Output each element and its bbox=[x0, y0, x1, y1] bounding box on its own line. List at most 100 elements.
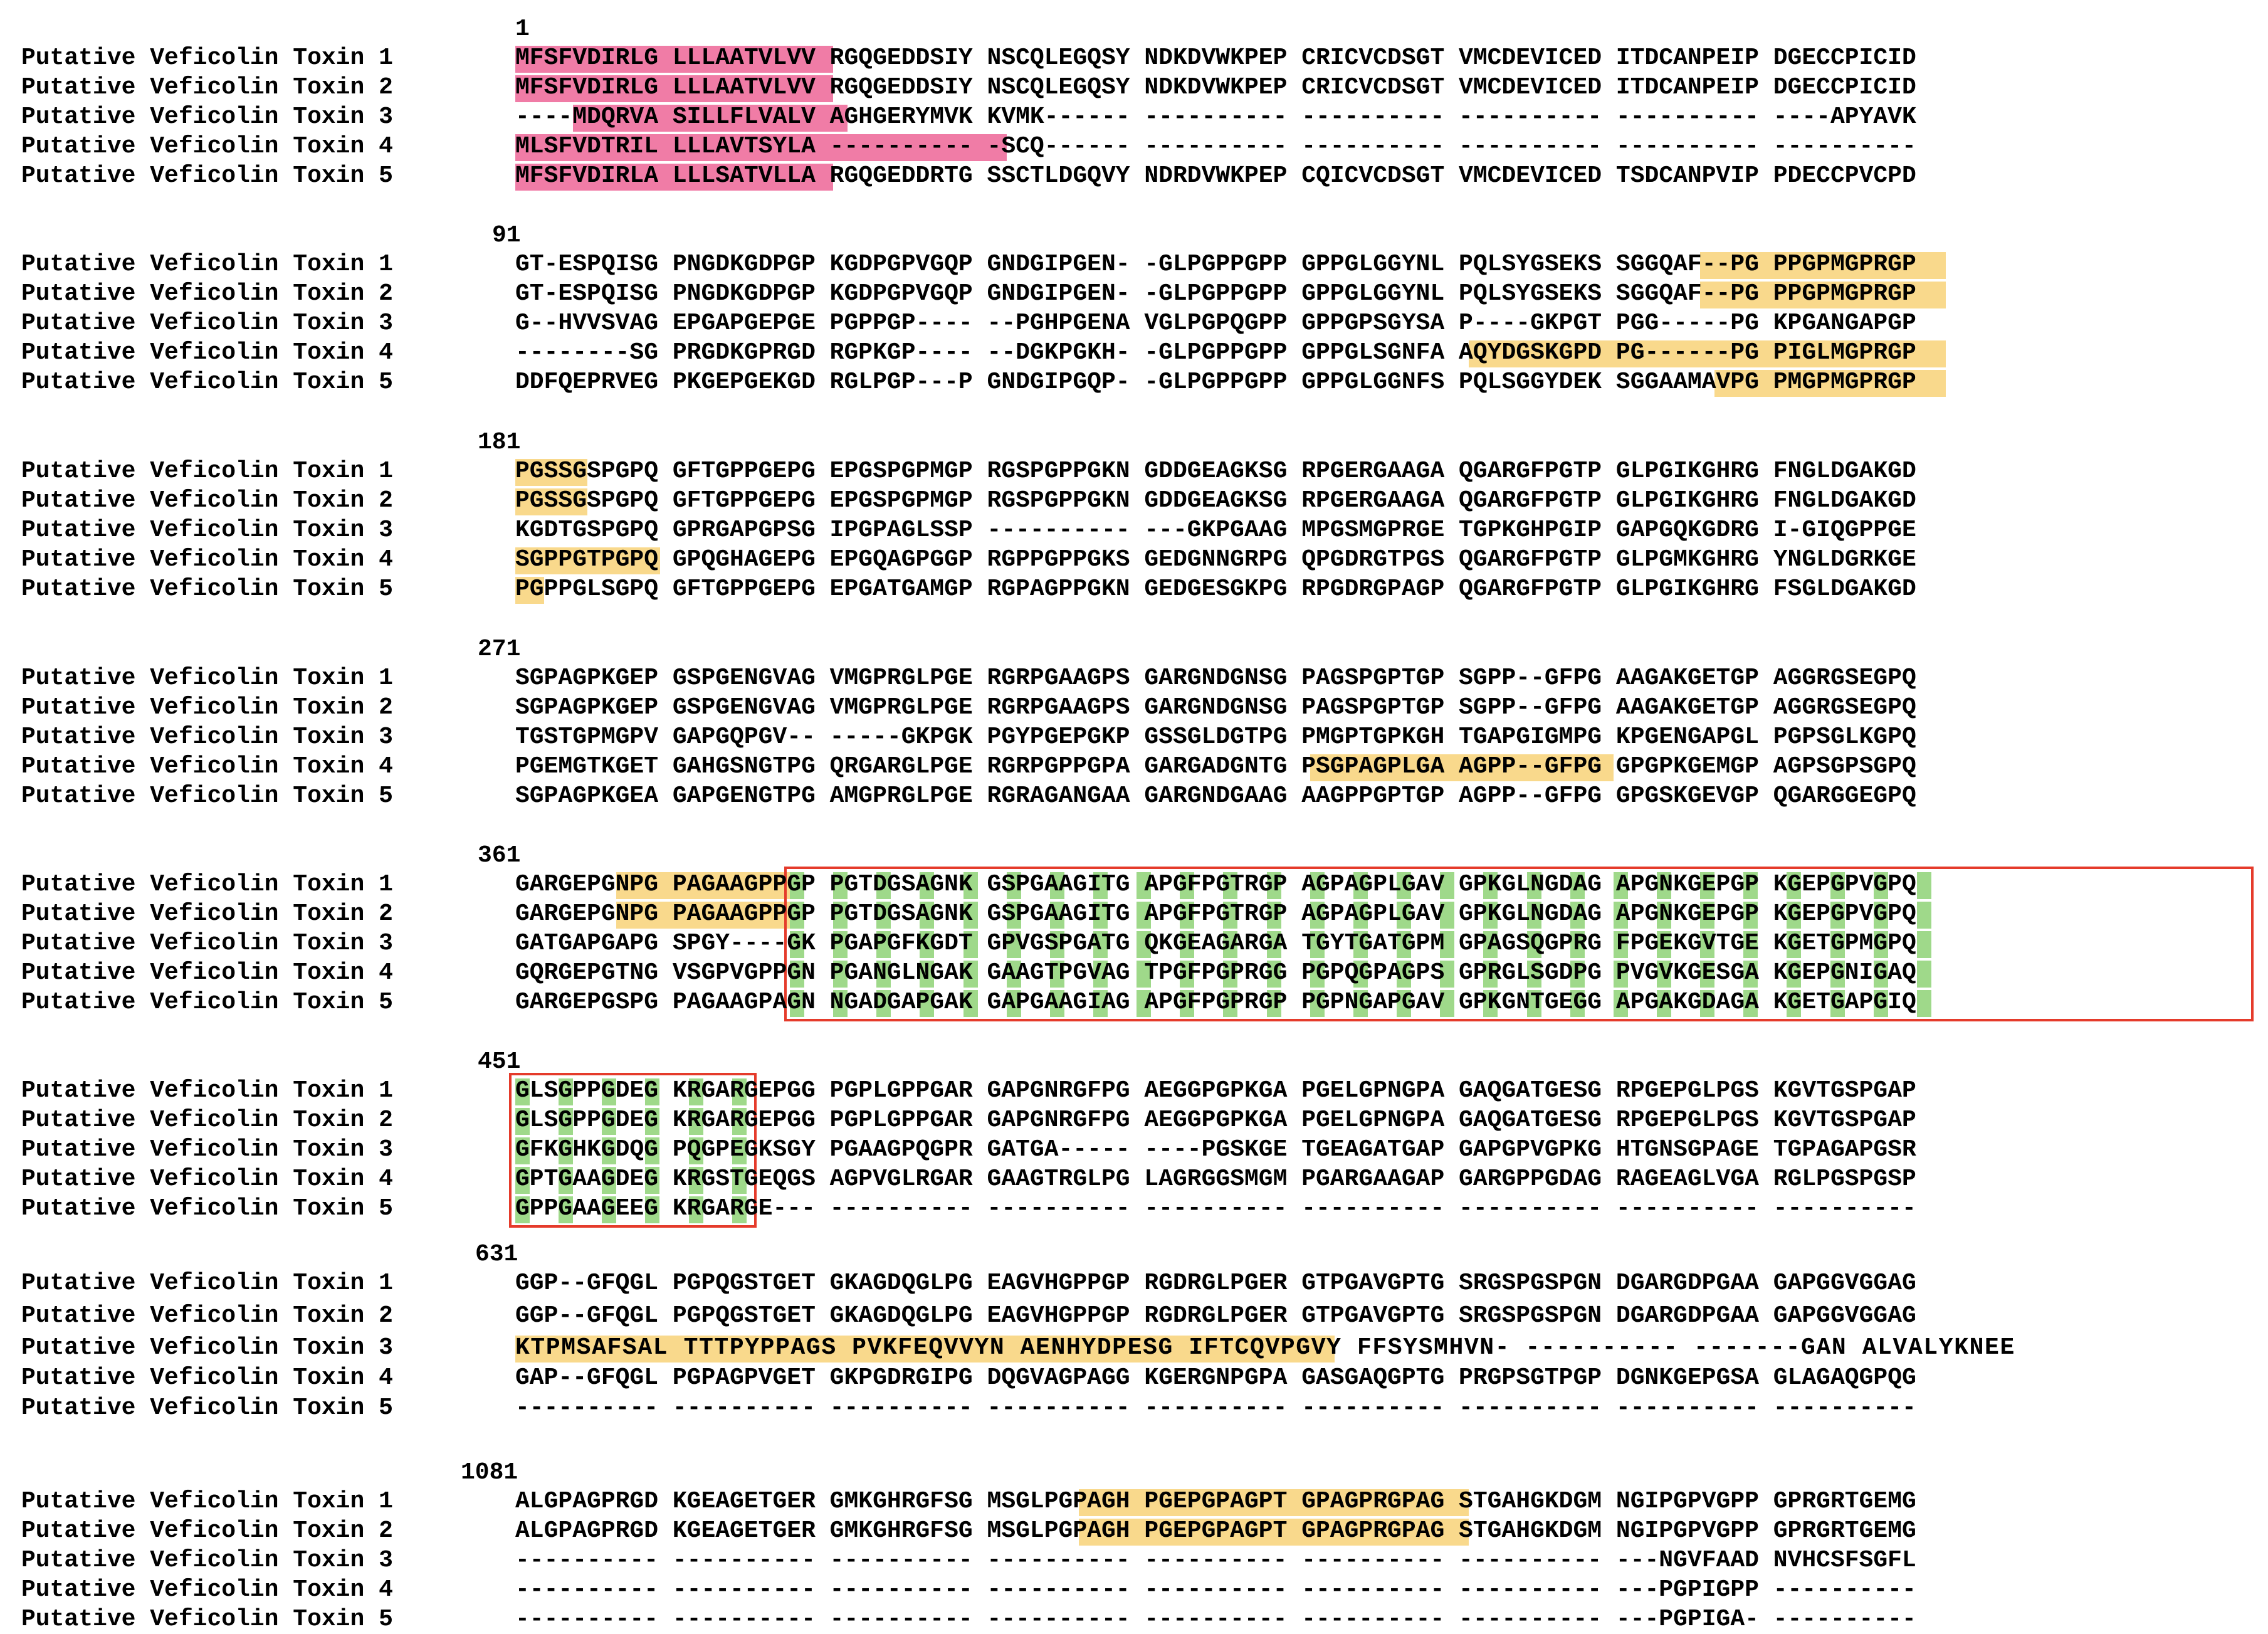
highlight-span bbox=[1049, 990, 1064, 1017]
highlight-span bbox=[1830, 961, 1845, 988]
highlight-span bbox=[515, 488, 588, 515]
highlight-span bbox=[833, 872, 848, 899]
sequence-row: TGSTGPMGPV GAPGQPGV-- -----GKPGK PGYPGEP… bbox=[515, 724, 1916, 751]
highlight-span bbox=[1787, 872, 1802, 899]
highlight-span bbox=[1714, 370, 1946, 397]
highlight-span bbox=[1266, 902, 1281, 929]
highlight-span bbox=[1440, 931, 1455, 958]
block-start-position: 361 bbox=[478, 842, 521, 869]
highlight-span bbox=[1656, 872, 1671, 899]
sequence-name: Putative Veficolin Toxin 2 bbox=[21, 1517, 393, 1544]
sequence-row: GATGAPGAPG SPGY----GK PGAPGFKGDT GPVGSPG… bbox=[515, 930, 1916, 957]
highlight-span bbox=[789, 931, 804, 958]
highlight-span bbox=[789, 902, 804, 929]
sequence-name: Putative Veficolin Toxin 4 bbox=[21, 339, 393, 366]
highlight-span bbox=[1656, 961, 1671, 988]
highlight-span bbox=[1310, 872, 1325, 899]
highlight-span bbox=[732, 1108, 747, 1135]
sequence-row: ALGPAGPRGD KGEAGETGER GMKGHRGFSG MSGLPGP… bbox=[515, 1488, 1916, 1515]
highlight-span bbox=[1223, 961, 1238, 988]
sequence-row: MFSFVDIRLG LLLAATVLVV RGQGEDDSIY NSCQLEG… bbox=[515, 45, 1916, 71]
highlight-span bbox=[1613, 931, 1628, 958]
highlight-span bbox=[1353, 872, 1368, 899]
highlight-span bbox=[1266, 961, 1281, 988]
sequence-row: SGPPGTPGPQ GPQGHAGEPG EPGQAGPGGP RGPPGPP… bbox=[515, 546, 1916, 573]
sequence-name: Putative Veficolin Toxin 5 bbox=[21, 1195, 393, 1222]
highlight-span bbox=[963, 931, 978, 958]
highlight-span bbox=[876, 872, 891, 899]
sequence-row: MFSFVDIRLG LLLAATVLVV RGQGEDDSIY NSCQLEG… bbox=[515, 74, 1916, 101]
highlight-span bbox=[1137, 961, 1152, 988]
highlight-span bbox=[1700, 931, 1715, 958]
sequence-name: Putative Veficolin Toxin 5 bbox=[21, 576, 393, 603]
sequence-row: GFKGHKGDQG PQGPEGKSGY PGAAGPQGPR GATGA--… bbox=[515, 1136, 1916, 1163]
block-start-position: 451 bbox=[478, 1048, 521, 1075]
highlight-span bbox=[688, 1137, 703, 1164]
highlight-span bbox=[732, 1078, 747, 1105]
block-start-position: 631 bbox=[475, 1241, 518, 1268]
highlight-span bbox=[515, 75, 834, 102]
highlight-span bbox=[602, 1078, 617, 1105]
highlight-span bbox=[920, 872, 935, 899]
sequence-row: SGPAGPKGEP GSPGENGVAG VMGPRGLPGE RGRPGAA… bbox=[515, 665, 1916, 692]
highlight-span bbox=[1397, 961, 1412, 988]
highlight-span bbox=[876, 990, 891, 1017]
highlight-span bbox=[789, 990, 804, 1017]
sequence-row: KTPMSAFSAL TTTPYPPAGS PVKFEQVVYN AENHYDP… bbox=[515, 1334, 2015, 1361]
sequence-name: Putative Veficolin Toxin 4 bbox=[21, 1166, 393, 1193]
highlight-span bbox=[1223, 990, 1238, 1017]
highlight-span bbox=[1006, 872, 1021, 899]
sequence-name: Putative Veficolin Toxin 3 bbox=[21, 310, 393, 337]
sequence-row: GT-ESPQISG PNGDKGDPGP KGDPGPVGQP GNDGIPG… bbox=[515, 280, 1916, 307]
sequence-name: Putative Veficolin Toxin 1 bbox=[21, 1077, 393, 1104]
sequence-name: Putative Veficolin Toxin 2 bbox=[21, 900, 393, 927]
highlight-span bbox=[1570, 931, 1585, 958]
highlight-span bbox=[688, 1078, 703, 1105]
sequence-name: Putative Veficolin Toxin 4 bbox=[21, 546, 393, 573]
sequence-name: Putative Veficolin Toxin 5 bbox=[21, 1394, 393, 1421]
highlight-span bbox=[515, 1336, 1335, 1363]
sequence-name: Putative Veficolin Toxin 4 bbox=[21, 1576, 393, 1603]
highlight-span bbox=[1469, 340, 1946, 367]
block-start-position: 181 bbox=[478, 429, 521, 456]
highlight-span bbox=[1613, 902, 1628, 929]
highlight-span bbox=[1310, 754, 1614, 781]
highlight-span bbox=[920, 961, 935, 988]
block-start-position: 271 bbox=[478, 636, 521, 663]
highlight-span bbox=[1787, 931, 1802, 958]
sequence-row: GT-ESPQISG PNGDKGDPGP KGDPGPVGQP GNDGIPG… bbox=[515, 251, 1916, 278]
highlight-span bbox=[515, 459, 588, 486]
sequence-row: ---------- ---------- ---------- -------… bbox=[515, 1547, 1916, 1574]
sequence-name: Putative Veficolin Toxin 3 bbox=[21, 930, 393, 957]
highlight-span bbox=[1656, 931, 1671, 958]
sequence-row: ---------- ---------- ---------- -------… bbox=[515, 1576, 1916, 1603]
highlight-span bbox=[515, 1078, 530, 1105]
sequence-name: Putative Veficolin Toxin 2 bbox=[21, 694, 393, 721]
highlight-span bbox=[833, 990, 848, 1017]
sequence-row: G--HVVSVAG EPGAPGEPGE PGPPGP---- --PGHPG… bbox=[515, 310, 1916, 337]
highlight-span bbox=[1137, 902, 1152, 929]
sequence-row: PGSSGSPGPQ GFTGPPGEPG EPGSPGPMGP RGSPGPP… bbox=[515, 487, 1916, 514]
highlight-span bbox=[1353, 931, 1368, 958]
highlight-span bbox=[963, 990, 978, 1017]
highlight-span bbox=[559, 1196, 574, 1223]
highlight-span bbox=[1093, 961, 1108, 988]
sequence-name: Putative Veficolin Toxin 3 bbox=[21, 103, 393, 130]
highlight-span bbox=[559, 1167, 574, 1194]
highlight-span bbox=[645, 1137, 660, 1164]
highlight-span bbox=[1613, 872, 1628, 899]
highlight-span bbox=[1397, 902, 1412, 929]
highlight-span bbox=[1873, 931, 1888, 958]
highlight-span bbox=[789, 961, 804, 988]
highlight-span bbox=[688, 1196, 703, 1223]
highlight-span bbox=[963, 872, 978, 899]
sequence-row: KGDTGSPGPQ GPRGAPGPSG IPGPAGLSSP -------… bbox=[515, 517, 1916, 544]
highlight-span bbox=[1137, 872, 1152, 899]
highlight-span bbox=[1743, 990, 1758, 1017]
sequence-name: Putative Veficolin Toxin 5 bbox=[21, 989, 393, 1016]
highlight-span bbox=[1873, 961, 1888, 988]
highlight-span bbox=[1526, 902, 1541, 929]
highlight-span bbox=[1078, 1489, 1469, 1516]
sequence-row: DDFQEPRVEG PKGEPGEKGD RGLPGP---P GNDGIPG… bbox=[515, 369, 1916, 396]
